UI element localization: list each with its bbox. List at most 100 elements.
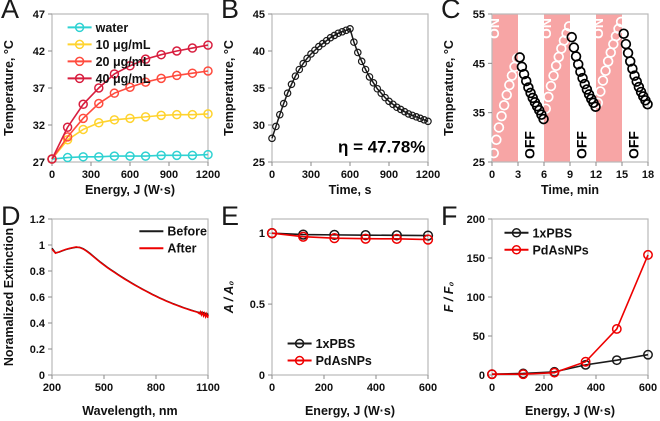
svg-text:3: 3 (515, 169, 521, 181)
svg-text:20 μg/mL: 20 μg/mL (96, 55, 151, 69)
svg-text:Energy, J (W·s): Energy, J (W·s) (85, 183, 175, 197)
svg-text:1.2: 1.2 (30, 214, 45, 226)
svg-text:OFF: OFF (625, 131, 641, 159)
panel-a: A 0 300 600 900 1200 27 32 37 42 47 Energy, J (W·s… (0, 0, 220, 200)
svg-text:Before: Before (167, 225, 207, 239)
svg-text:0: 0 (39, 370, 45, 382)
chart-on-off-cycles: 0 3 6 9 12 15 18 25 35 45 55 Time, min Temperature, … (440, 0, 660, 200)
svg-text:42: 42 (33, 46, 45, 58)
svg-text:0: 0 (489, 169, 495, 181)
svg-text:6: 6 (541, 169, 547, 181)
svg-text:800: 800 (147, 382, 165, 394)
svg-text:900: 900 (380, 169, 398, 181)
svg-text:1200: 1200 (196, 169, 220, 181)
svg-text:PdAsNPs: PdAsNPs (316, 354, 372, 368)
svg-text:OFF: OFF (573, 131, 589, 159)
svg-text:0.6: 0.6 (30, 292, 45, 304)
svg-text:η = 47.78%: η = 47.78% (338, 137, 425, 156)
svg-text:37: 37 (33, 83, 45, 95)
svg-text:150: 150 (467, 253, 485, 265)
svg-text:9: 9 (567, 169, 573, 181)
panel-e: E 0 200 400 600 0 0.5 1 Energy, J (W·s) A / A₀ 1x… (220, 201, 440, 421)
svg-text:600: 600 (419, 382, 437, 394)
svg-text:0: 0 (49, 169, 55, 181)
panel-label-d: D (1, 201, 21, 231)
svg-text:600: 600 (341, 169, 359, 181)
svg-text:Temperature, °C: Temperature, °C (222, 40, 236, 136)
svg-text:32: 32 (33, 120, 45, 132)
svg-text:40 μg/mL: 40 μg/mL (96, 72, 151, 86)
svg-text:Energy, J (W·s): Energy, J (W·s) (305, 404, 395, 418)
svg-text:100: 100 (467, 292, 485, 304)
svg-text:25: 25 (253, 157, 265, 169)
svg-text:Time, s: Time, s (329, 183, 372, 197)
svg-text:OFF: OFF (521, 131, 537, 159)
chart-heating-cooling-curve: 0 300 600 900 1200 25 30 35 40 45 Time, s Temperatu… (220, 0, 440, 200)
svg-text:1: 1 (39, 240, 45, 252)
svg-text:ON: ON (486, 18, 502, 39)
panel-label-b: B (221, 0, 240, 24)
panel-label-e: E (221, 201, 240, 231)
svg-text:15: 15 (616, 169, 628, 181)
svg-text:0: 0 (489, 382, 495, 394)
svg-text:After: After (167, 242, 196, 256)
svg-text:Temperature, °C: Temperature, °C (2, 40, 16, 136)
svg-text:400: 400 (587, 382, 605, 394)
chart-absorbance-ratio: 0 200 400 600 0 0.5 1 Energy, J (W·s) A / A₀ 1xPB… (220, 207, 440, 421)
svg-text:ON: ON (590, 18, 606, 39)
svg-text:Noramalized Extinction: Noramalized Extinction (2, 228, 16, 366)
svg-text:200: 200 (43, 382, 61, 394)
svg-text:400: 400 (367, 382, 385, 394)
svg-text:200: 200 (315, 382, 333, 394)
svg-text:35: 35 (253, 83, 265, 95)
svg-text:500: 500 (95, 382, 113, 394)
svg-text:200: 200 (535, 382, 553, 394)
panel-f: F 0 200 400 600 0 50 100 150 200 Energy, J (W·s) F… (440, 201, 660, 421)
chart-fluorescence-ratio: 0 200 400 600 0 50 100 150 200 Energy, J (W·s) F /… (440, 207, 660, 421)
chart-svg-E: 0 200 400 600 0 0.5 1 Energy, J (W·s) A / A₀ 1xPB… (222, 218, 437, 418)
svg-text:600: 600 (121, 169, 139, 181)
svg-text:27: 27 (33, 157, 45, 169)
svg-text:1: 1 (259, 228, 265, 240)
svg-text:0.2: 0.2 (30, 344, 45, 356)
chart-extinction-spectrum: 200 500 800 1100 0 0.2 0.4 0.6 0.8 1 1.2 Wavelength… (0, 207, 220, 421)
svg-text:200: 200 (467, 214, 485, 226)
svg-text:Wavelength, nm: Wavelength, nm (82, 404, 177, 418)
svg-text:Time, min: Time, min (541, 183, 599, 197)
svg-text:F / F₀: F / F₀ (442, 282, 456, 313)
svg-text:47: 47 (33, 9, 45, 21)
svg-text:50: 50 (473, 331, 485, 343)
panel-d: D 200 500 800 1100 0 0.2 0.4 0.6 0.8 1 1.2 Waveleng… (0, 201, 220, 421)
panel-label-c: C (441, 0, 461, 24)
svg-text:45: 45 (253, 9, 265, 21)
svg-text:0: 0 (269, 169, 275, 181)
panel-label-f: F (441, 201, 458, 231)
panel-c: C 0 3 6 9 12 15 18 25 35 45 55 Time, min Temperature… (440, 0, 660, 200)
svg-text:300: 300 (302, 169, 320, 181)
svg-text:900: 900 (160, 169, 178, 181)
svg-text:Energy, J (W·s): Energy, J (W·s) (525, 404, 615, 418)
svg-text:12: 12 (590, 169, 602, 181)
svg-text:18: 18 (642, 169, 654, 181)
panel-label-a: A (1, 0, 20, 24)
chart-svg-A: 0 300 600 900 1200 27 32 37 42 47 Energy, J (W·s) T… (2, 9, 220, 197)
chart-svg-C: 0 3 6 9 12 15 18 25 35 45 55 Time, min Temperature, … (442, 9, 654, 197)
svg-text:1200: 1200 (416, 169, 440, 181)
svg-text:300: 300 (82, 169, 100, 181)
svg-text:10 μg/mL: 10 μg/mL (96, 38, 151, 52)
svg-text:PdAsNPs: PdAsNPs (532, 243, 588, 257)
svg-text:40: 40 (253, 46, 265, 58)
svg-text:25: 25 (473, 157, 485, 169)
svg-text:0: 0 (269, 382, 275, 394)
svg-text:30: 30 (253, 120, 265, 132)
chart-svg-D: 200 500 800 1100 0 0.2 0.4 0.6 0.8 1 1.2 Wavelength… (2, 214, 220, 418)
svg-text:0: 0 (259, 370, 265, 382)
svg-text:55: 55 (473, 9, 485, 21)
svg-text:ON: ON (538, 18, 554, 39)
svg-text:45: 45 (473, 58, 485, 70)
svg-text:water: water (95, 21, 129, 35)
chart-svg-B: 0 300 600 900 1200 25 30 35 40 45 Time, s Temperatu… (222, 9, 440, 197)
svg-text:A / A₀: A / A₀ (222, 281, 236, 315)
svg-text:35: 35 (473, 108, 485, 120)
